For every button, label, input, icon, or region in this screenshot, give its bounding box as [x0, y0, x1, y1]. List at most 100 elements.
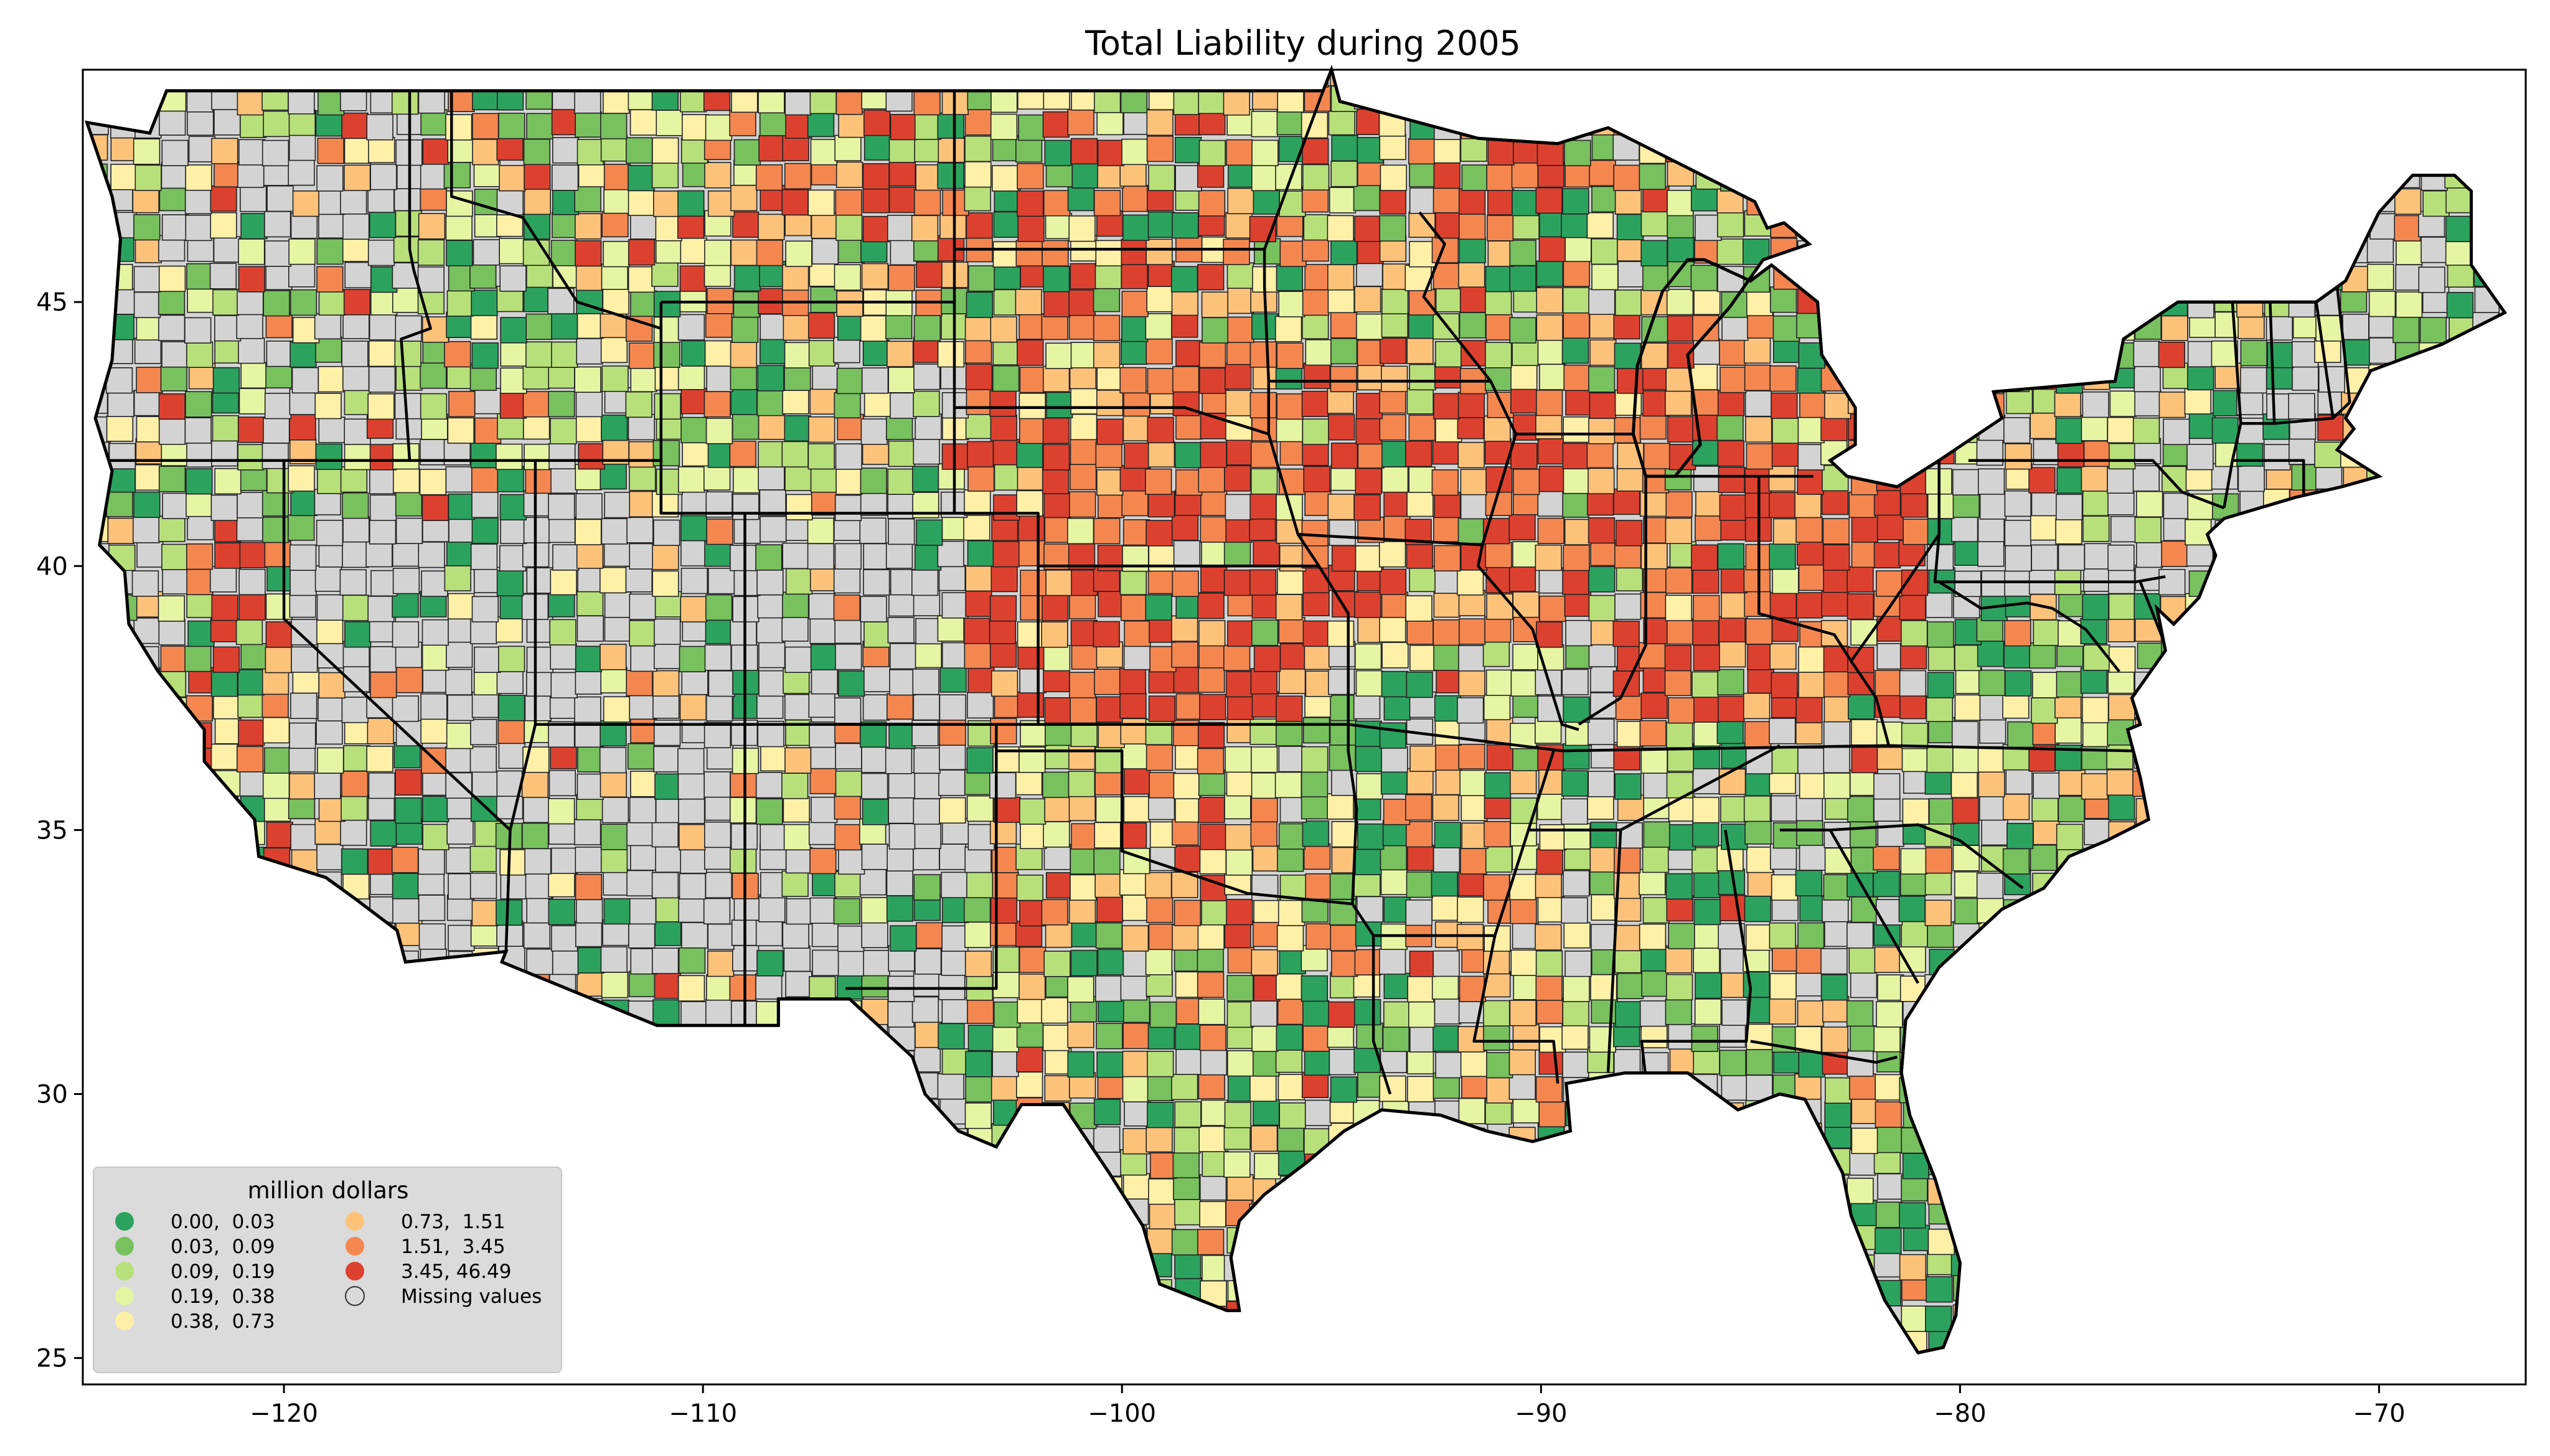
county-cell	[1924, 70, 1952, 88]
county-cell	[417, 266, 445, 293]
county-cell	[422, 1025, 449, 1051]
county-cell	[2109, 164, 2136, 191]
county-cell	[2396, 518, 2424, 545]
county-cell	[2422, 1250, 2449, 1277]
county-cell	[343, 745, 370, 772]
county-cell	[2187, 364, 2214, 391]
county-cell	[679, 873, 707, 900]
county-cell	[1903, 289, 1930, 316]
county-cell	[994, 1175, 1022, 1203]
county-cell	[421, 570, 448, 597]
county-cell	[703, 464, 731, 491]
county-cell	[2030, 412, 2057, 439]
county-cell	[421, 494, 449, 522]
county-cell	[1226, 339, 1254, 365]
county-cell	[1955, 1224, 1982, 1251]
county-cell	[2238, 696, 2266, 723]
county-cell	[1692, 619, 1720, 646]
county-cell	[1406, 490, 1434, 517]
county-cell	[2187, 925, 2214, 952]
county-cell	[1797, 444, 1825, 471]
county-cell	[2028, 467, 2056, 494]
county-cell	[1175, 1023, 1202, 1050]
county-cell	[1877, 974, 1904, 1001]
county-cell	[262, 1048, 290, 1076]
county-cell	[989, 1305, 1017, 1332]
county-cell	[1798, 1352, 1825, 1353]
county-cell	[1305, 1228, 1332, 1254]
county-cell	[1665, 1074, 1692, 1102]
county-cell	[1487, 139, 1515, 166]
county-cell	[1250, 1000, 1277, 1027]
county-cell	[888, 772, 916, 799]
county-cell	[915, 948, 942, 975]
county-cell	[1302, 164, 1330, 191]
county-cell	[2106, 1203, 2134, 1230]
county-cell	[2160, 748, 2187, 774]
county-cell	[1484, 438, 1512, 465]
county-cell	[186, 341, 214, 369]
county-cell	[1952, 165, 1980, 192]
county-cell	[1639, 1000, 1667, 1027]
county-cell	[1743, 692, 1771, 720]
county-cell	[1408, 1124, 1436, 1151]
county-cell	[2317, 591, 2345, 618]
county-cell	[2110, 111, 2137, 138]
county-cell	[1174, 1127, 1201, 1154]
county-cell	[1849, 70, 1876, 88]
county-cell	[964, 618, 991, 644]
county-cell	[2160, 1076, 2188, 1102]
county-cell	[395, 1125, 423, 1152]
county-cell	[913, 694, 940, 721]
county-cell	[291, 925, 319, 952]
legend-box	[93, 1167, 562, 1373]
county-cell	[1641, 1204, 1668, 1231]
county-cell	[838, 848, 865, 875]
county-cell	[1354, 949, 1381, 976]
county-cell	[133, 922, 161, 949]
county-cell	[916, 1198, 943, 1225]
county-cell	[1407, 844, 1434, 871]
county-cell	[2470, 1330, 2498, 1353]
county-cell	[1875, 1228, 1902, 1254]
county-cell	[1561, 798, 1588, 825]
county-cell	[2032, 1073, 2060, 1100]
county-cell	[1173, 667, 1201, 693]
county-cell	[677, 975, 705, 1002]
county-cell	[1200, 1174, 1227, 1201]
county-cell	[499, 849, 527, 876]
county-cell	[1875, 670, 1902, 697]
us-coastline	[84, 65, 2508, 1355]
county-cell	[2422, 413, 2450, 441]
county-cell	[629, 844, 657, 871]
county-cell	[1539, 595, 1566, 622]
county-cell	[704, 239, 732, 266]
county-cell	[548, 871, 575, 898]
county-cell	[1276, 1024, 1303, 1051]
county-cell	[237, 1073, 264, 1100]
county-cell	[604, 492, 631, 519]
county-cell	[1876, 440, 1904, 467]
county-cell	[2056, 1148, 2084, 1175]
county-cell	[629, 693, 656, 720]
county-cell	[575, 1023, 603, 1051]
county-cell	[418, 542, 445, 568]
county-cell	[342, 235, 370, 262]
county-cell	[2004, 190, 2032, 217]
county-cell	[1877, 1352, 1904, 1353]
county-cell	[1876, 414, 1904, 441]
county-cell	[2186, 70, 2213, 86]
county-cell	[2030, 1046, 2057, 1073]
county-cell	[2421, 1102, 2448, 1129]
county-cell	[2367, 692, 2394, 718]
county-cell	[1172, 70, 1200, 90]
county-cell	[2054, 1174, 2082, 1201]
county-cell	[1955, 1357, 1982, 1383]
county-cell	[1954, 1331, 1982, 1353]
county-cell	[1227, 1050, 1254, 1077]
county-cell	[2420, 1050, 2448, 1078]
state-border-line	[400, 90, 432, 461]
county-cell	[1693, 594, 1720, 622]
county-cell	[1721, 999, 1749, 1026]
county-cell	[1330, 1227, 1358, 1254]
